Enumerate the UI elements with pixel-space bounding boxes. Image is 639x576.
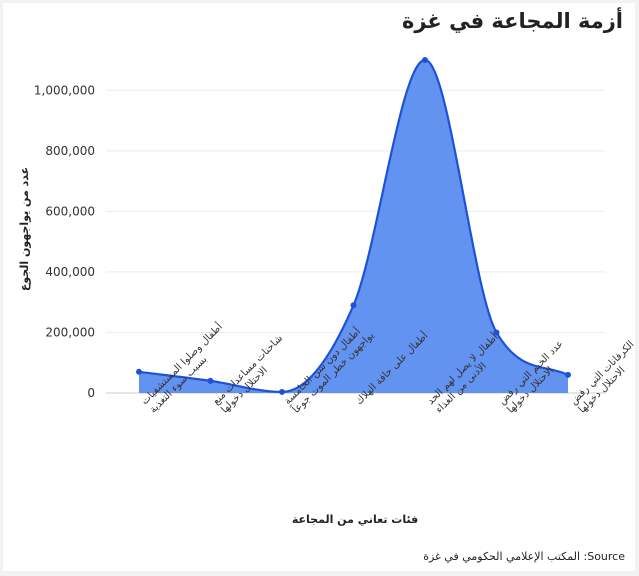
data-point <box>565 371 571 378</box>
y-axis-title: عدد من يواجهون الجوع <box>18 167 31 291</box>
series-line <box>138 58 569 394</box>
data-points <box>136 57 571 395</box>
chart-card: أزمة المجاعة في غزة 0 200,000 400,000 600,0… <box>3 3 635 571</box>
data-point <box>350 302 357 309</box>
y-tick-label: 600,000 <box>45 204 95 218</box>
y-tick-label: 200,000 <box>45 325 95 339</box>
chart-title: أزمة المجاعة في غزة <box>401 9 623 33</box>
y-tick-label: 800,000 <box>45 144 95 158</box>
x-tick-label: شاحنات مساعدات منعالاحتلال دخولها <box>211 333 294 416</box>
x-axis-title: فئات تعاني من المجاعة <box>292 513 418 526</box>
y-tick-label: 1,000,000 <box>34 83 95 97</box>
data-point <box>207 377 214 384</box>
data-point <box>493 329 500 336</box>
x-tick-label: عدد الكرفانات التي رفضالاحتلال دخولها <box>568 326 635 416</box>
data-point <box>422 57 428 63</box>
y-tick-label: 400,000 <box>45 265 95 279</box>
area-fill <box>139 60 568 393</box>
source-note: المكتب الإعلامي الحكومي في غزة :Source <box>423 550 625 563</box>
y-axis-ticks: 0 200,000 400,000 600,000 800,000 1,000,000 <box>34 83 95 400</box>
data-point <box>279 388 285 395</box>
y-tick-label: 0 <box>87 386 95 400</box>
data-point <box>136 368 142 375</box>
